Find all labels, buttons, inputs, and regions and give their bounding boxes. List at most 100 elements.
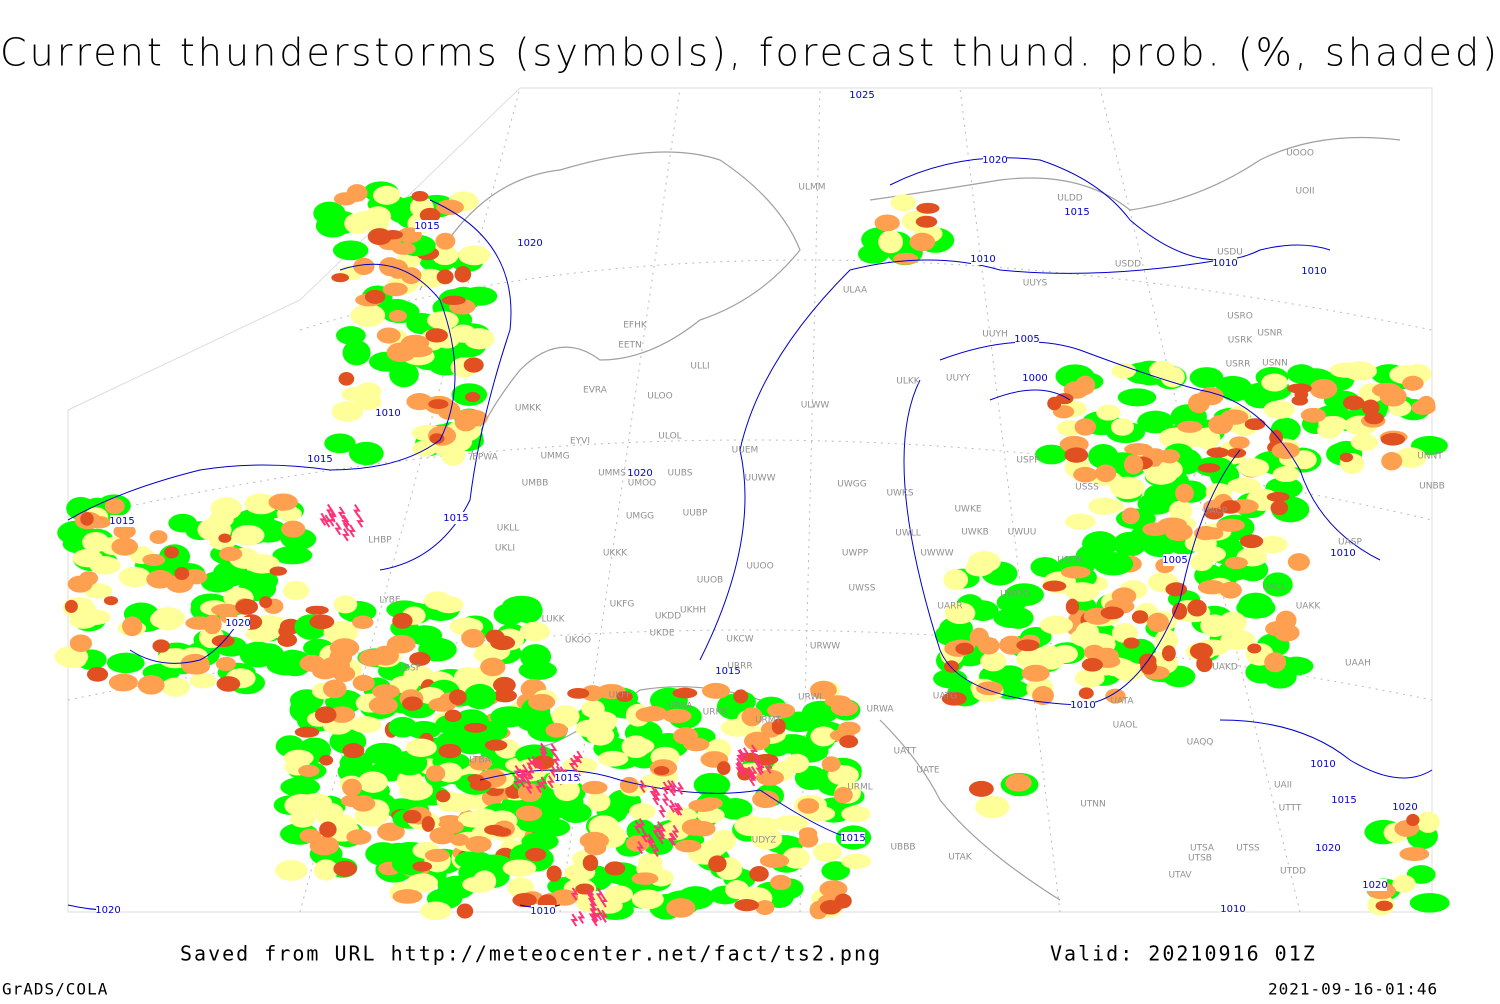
shade-cell (597, 750, 629, 767)
shade-cell (400, 334, 430, 352)
storm-symbol (757, 760, 765, 774)
shade-cell (458, 245, 491, 266)
shade-cell (1224, 556, 1248, 570)
station-code: USSS (1075, 483, 1099, 493)
shade-cell (734, 815, 768, 837)
shade-cell (1206, 447, 1230, 458)
shade-cell (1220, 629, 1256, 650)
storm-symbol (539, 776, 548, 790)
shade-cell (1309, 379, 1338, 399)
shade-cell (218, 546, 243, 562)
shade-cell (436, 269, 454, 285)
isobar-label-bg (444, 512, 468, 524)
isobar-label-bg (1332, 794, 1356, 806)
shade-cell (1064, 447, 1089, 463)
storm-symbol (640, 829, 649, 843)
shade-cell (313, 859, 339, 881)
station-code: UWWW (920, 549, 953, 559)
shade-cell (150, 610, 174, 629)
storm-symbol (735, 761, 744, 775)
shade-cell (364, 289, 386, 304)
shade-cell (619, 776, 639, 794)
shade-cell (328, 706, 356, 723)
shade-cell (559, 802, 592, 824)
station-code: LHBP (368, 536, 392, 546)
isobar-label: 1015 (307, 454, 332, 465)
shade-cell (382, 282, 408, 297)
isobar-label-bg (110, 515, 134, 527)
station-code: UWSS (849, 584, 876, 594)
isobar-label: 1020 (627, 468, 652, 479)
shade-cell (142, 553, 166, 566)
shade-cell (699, 797, 723, 810)
isobar-label-bg (1065, 206, 1089, 218)
timestamp: 2021-09-16-01:46 (1268, 980, 1438, 999)
station-code: USDD (1115, 260, 1141, 270)
shade-cell (323, 620, 359, 644)
storm-symbol (673, 802, 681, 816)
shade-cell (484, 739, 508, 751)
isobar-label-bg (555, 772, 579, 784)
shade-cell (575, 883, 595, 895)
shade-cell (980, 651, 1007, 672)
shade-cell (299, 654, 326, 672)
shade-cell (969, 627, 989, 647)
shade-cell (352, 674, 375, 692)
shade-cell (463, 328, 495, 350)
shade-cell (770, 874, 792, 891)
shade-cell (283, 749, 314, 767)
station-code: URML (847, 783, 873, 793)
shade-cell (909, 232, 936, 252)
shade-cell (741, 707, 763, 727)
shade-cell (1375, 900, 1393, 911)
shade-cell (1264, 652, 1287, 673)
storm-symbol (353, 504, 361, 518)
shade-cell (272, 546, 313, 565)
station-code: UWUU (1008, 528, 1037, 538)
shade-cell (821, 861, 850, 881)
station-code: UATA (1110, 697, 1134, 707)
isobar-label-bg (96, 904, 120, 916)
shade-cell (1111, 587, 1137, 605)
shade-cell (551, 704, 580, 728)
shade-cell (67, 575, 93, 593)
shade-cell (1110, 418, 1135, 436)
shade-cell (1082, 531, 1118, 557)
station-code: UKFF (609, 691, 632, 701)
shade-cell (1131, 610, 1149, 624)
storm-symbol (525, 780, 534, 795)
shade-cell (405, 738, 437, 757)
shade-cell (412, 861, 433, 872)
shade-cell (1042, 580, 1067, 592)
shade-cell (1226, 448, 1247, 458)
isobar-label: 1020 (1315, 843, 1340, 854)
shade-cell (350, 716, 382, 734)
shade-cell (839, 735, 859, 749)
shade-cell (402, 696, 423, 711)
station-code: USRR (1226, 360, 1251, 370)
shade-cell (502, 859, 537, 877)
storm-symbol (586, 887, 595, 901)
shade-cell (1171, 602, 1188, 620)
shade-cell (454, 266, 472, 283)
shade-cell (111, 537, 139, 556)
shade-cell (161, 677, 190, 697)
station-code: UTSA (1190, 844, 1215, 854)
storm-symbol (665, 779, 674, 793)
shade-cell (587, 792, 611, 812)
station-code: URRR (727, 662, 752, 672)
shade-cell (1002, 607, 1034, 629)
storm-symbol (600, 909, 608, 923)
shade-cell (1005, 773, 1032, 792)
shade-cell (314, 706, 337, 724)
shade-cell (1197, 580, 1226, 595)
shade-cell (1168, 500, 1193, 521)
storm-symbol (671, 824, 680, 839)
shade-cell (666, 898, 696, 918)
shade-cell (1239, 534, 1264, 549)
storm-symbol (638, 779, 647, 794)
station-code: UATE (916, 766, 940, 776)
station-code: UATG (933, 692, 958, 702)
shade-cell (89, 556, 121, 575)
storm-symbol (535, 780, 544, 794)
